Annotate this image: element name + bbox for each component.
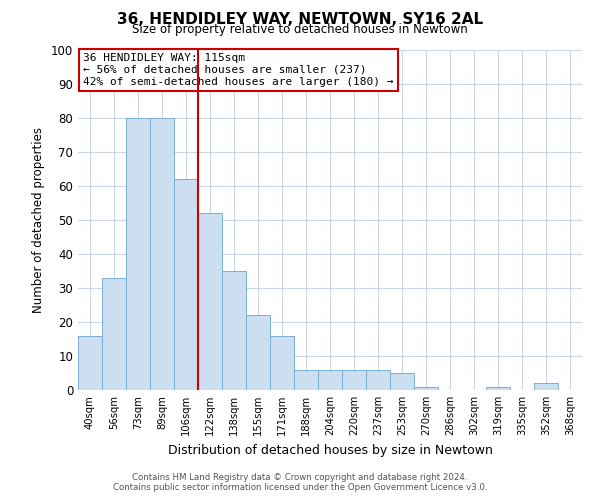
Bar [198,213,222,390]
Text: 36, HENDIDLEY WAY, NEWTOWN, SY16 2AL: 36, HENDIDLEY WAY, NEWTOWN, SY16 2AL [117,12,483,28]
Bar [246,315,270,390]
Bar [294,370,318,390]
Text: Contains HM Land Registry data © Crown copyright and database right 2024.
Contai: Contains HM Land Registry data © Crown c… [113,473,487,492]
Text: 36 HENDIDLEY WAY: 115sqm
← 56% of detached houses are smaller (237)
42% of semi-: 36 HENDIDLEY WAY: 115sqm ← 56% of detach… [83,54,394,86]
Bar [486,386,510,390]
Bar [366,370,390,390]
Bar [342,370,366,390]
Bar [150,118,174,390]
Bar [414,386,438,390]
Text: Size of property relative to detached houses in Newtown: Size of property relative to detached ho… [132,22,468,36]
Bar [222,271,246,390]
Bar [318,370,342,390]
Bar [390,373,414,390]
Bar [174,179,198,390]
Bar [534,383,558,390]
Bar [102,278,126,390]
X-axis label: Distribution of detached houses by size in Newtown: Distribution of detached houses by size … [167,444,493,456]
Y-axis label: Number of detached properties: Number of detached properties [32,127,46,313]
Bar [270,336,294,390]
Bar [126,118,150,390]
Bar [78,336,102,390]
